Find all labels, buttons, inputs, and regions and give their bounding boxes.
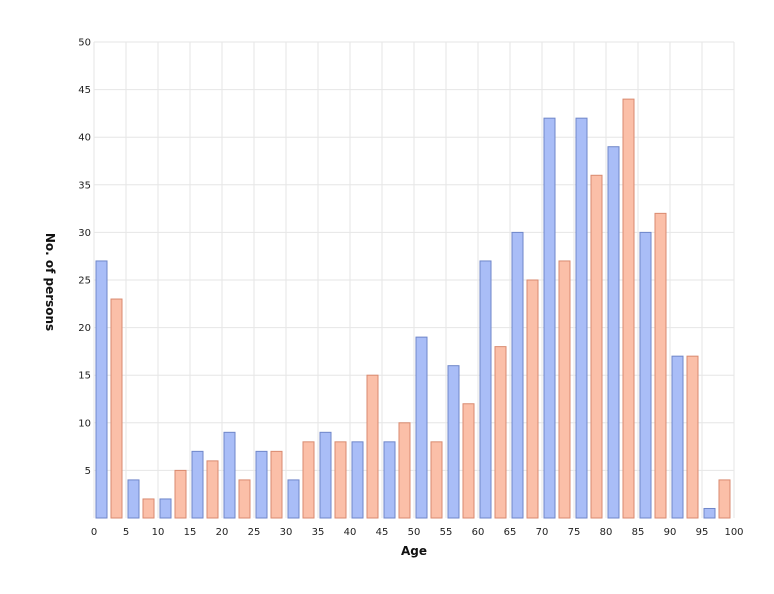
x-tick-label: 75 xyxy=(568,527,581,538)
bar-series-2 xyxy=(302,441,315,519)
x-tick-label: 70 xyxy=(536,527,549,538)
bar-series-1 xyxy=(255,450,268,519)
y-axis-label: No. of persons xyxy=(43,233,57,331)
bar-series-1 xyxy=(479,260,492,519)
y-tick-label: 45 xyxy=(78,85,91,96)
x-tick-label: 80 xyxy=(600,527,613,538)
bar-series-2 xyxy=(526,279,539,519)
bar-series-2 xyxy=(366,374,379,519)
bar-series-1 xyxy=(191,450,204,519)
bar-series-2 xyxy=(686,355,699,519)
bar-series-2 xyxy=(110,298,123,519)
x-tick-label: 40 xyxy=(344,527,357,538)
y-tick-label: 5 xyxy=(85,466,91,477)
bar-series-2 xyxy=(270,450,283,519)
x-tick-label: 60 xyxy=(472,527,485,538)
x-tick-label: 50 xyxy=(408,527,421,538)
x-tick-label: 100 xyxy=(724,527,743,538)
bar-series-2 xyxy=(238,479,251,519)
bar-series-1 xyxy=(607,146,620,519)
y-tick-label: 30 xyxy=(78,228,91,239)
x-tick-label: 45 xyxy=(376,527,389,538)
bar-series-2 xyxy=(398,422,411,519)
y-tick-label: 25 xyxy=(78,276,91,287)
bar-series-1 xyxy=(319,431,332,519)
bar-series-2 xyxy=(430,441,443,519)
y-tick-label: 50 xyxy=(78,38,91,49)
x-tick-label: 15 xyxy=(184,527,197,538)
y-tick-label: 10 xyxy=(78,418,91,429)
bar-series-1 xyxy=(415,336,428,519)
bar-series-1 xyxy=(703,507,716,519)
x-tick-label: 0 xyxy=(91,527,97,538)
bar-series-1 xyxy=(159,498,172,519)
bar-series-1 xyxy=(447,365,460,519)
y-tick-label: 40 xyxy=(78,133,91,144)
x-axis-label: Age xyxy=(401,544,427,558)
bar-series-2 xyxy=(334,441,347,519)
x-tick-label: 90 xyxy=(664,527,677,538)
x-tick-label: 10 xyxy=(152,527,165,538)
y-tick-label: 35 xyxy=(78,180,91,191)
y-tick-label: 20 xyxy=(78,323,91,334)
bar-series-1 xyxy=(511,231,524,519)
bar-series-2 xyxy=(462,403,475,519)
bar-series-2 xyxy=(142,498,155,519)
x-tick-label: 85 xyxy=(632,527,645,538)
x-tick-label: 35 xyxy=(312,527,325,538)
bar-series-1 xyxy=(127,479,140,519)
x-tick-label: 20 xyxy=(216,527,229,538)
bar-series-2 xyxy=(590,174,603,519)
y-axis-ticks: 5 10 15 20 25 30 35 40 45 50 xyxy=(78,38,91,477)
bars-layer xyxy=(95,98,731,519)
x-tick-label: 30 xyxy=(280,527,293,538)
x-axis-ticks: 0 5 10 15 20 25 30 35 40 45 50 55 60 65 70 75 80 85 90 95 10… xyxy=(91,527,744,538)
bar-series-1 xyxy=(575,117,588,519)
bar-series-1 xyxy=(671,355,684,519)
bar-series-1 xyxy=(223,431,236,519)
x-tick-label: 55 xyxy=(440,527,453,538)
bar-series-1 xyxy=(351,441,364,519)
x-tick-label: 5 xyxy=(123,527,129,538)
bar-series-2 xyxy=(654,212,667,519)
bar-series-2 xyxy=(558,260,571,519)
x-tick-label: 25 xyxy=(248,527,261,538)
bar-series-2 xyxy=(174,469,187,519)
bar-series-1 xyxy=(543,117,556,519)
bar-series-1 xyxy=(383,441,396,519)
bar-series-1 xyxy=(287,479,300,519)
grid-layer xyxy=(93,41,735,518)
bar-series-2 xyxy=(718,479,731,519)
bar-series-2 xyxy=(206,460,219,519)
bar-series-2 xyxy=(494,346,507,519)
x-tick-label: 65 xyxy=(504,527,517,538)
y-tick-label: 15 xyxy=(78,371,91,382)
bar-series-2 xyxy=(622,98,635,519)
bar-series-1 xyxy=(95,260,108,519)
x-tick-label: 95 xyxy=(696,527,709,538)
bar-series-1 xyxy=(639,231,652,519)
